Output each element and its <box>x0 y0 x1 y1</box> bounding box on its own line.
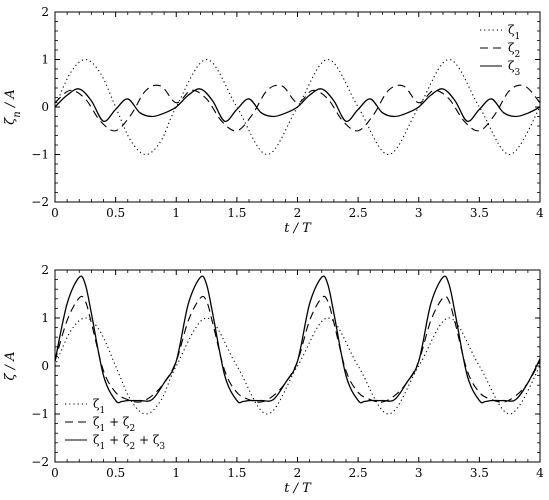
x-axis-label: t / T <box>284 481 312 496</box>
x-tick-label: 3.5 <box>470 466 489 480</box>
x-tick-label: 0 <box>51 206 59 220</box>
legend-label-3: ζ3 <box>508 59 521 78</box>
x-tick-label: 1 <box>172 466 180 480</box>
x-tick-label: 2 <box>294 466 302 480</box>
y-tick-label: −1 <box>31 148 49 162</box>
x-tick-label: 4 <box>536 466 544 480</box>
y-tick-label: 0 <box>41 359 49 373</box>
series-line-1 <box>55 58 540 156</box>
series-line-1 <box>55 317 540 415</box>
y-tick-label: −2 <box>31 195 49 209</box>
legend-label-2: ζ2 <box>508 41 520 60</box>
x-tick-label: 3 <box>415 466 423 480</box>
legend-label-1: ζ1 <box>508 23 520 42</box>
y-tick-label: −2 <box>31 455 49 469</box>
x-tick-label: 2 <box>294 206 302 220</box>
series-line-3 <box>55 275 540 404</box>
x-tick-label: 0 <box>51 466 59 480</box>
y-axis-label: ζn / A <box>3 89 23 125</box>
series-line-2 <box>55 84 540 132</box>
legend-label-3: ζ1 + ζ2 + ζ3 <box>93 433 165 452</box>
x-tick-label: 3 <box>415 206 423 220</box>
x-tick-label: 3.5 <box>470 206 489 220</box>
y-tick-label: 0 <box>41 100 49 114</box>
y-tick-label: −1 <box>31 407 49 421</box>
legend-label-1: ζ1 <box>93 397 105 416</box>
y-axis-label: ζ / A <box>3 351 18 380</box>
x-tick-label: 1.5 <box>227 206 246 220</box>
x-tick-label: 2.5 <box>349 206 368 220</box>
legend-label-2: ζ1 + ζ2 <box>93 415 135 434</box>
x-tick-label: 0.5 <box>106 206 125 220</box>
x-axis-label: t / T <box>284 221 312 236</box>
x-tick-label: 2.5 <box>349 466 368 480</box>
x-tick-label: 0.5 <box>106 466 125 480</box>
series-line-2 <box>55 295 540 403</box>
y-tick-label: 2 <box>41 263 49 277</box>
series-line-3 <box>55 88 540 122</box>
y-tick-label: 2 <box>41 5 49 19</box>
x-tick-label: 4 <box>536 206 544 220</box>
y-tick-label: 1 <box>41 311 49 325</box>
x-tick-label: 1.5 <box>227 466 246 480</box>
y-tick-label: 1 <box>41 53 49 67</box>
x-tick-label: 1 <box>172 206 180 220</box>
